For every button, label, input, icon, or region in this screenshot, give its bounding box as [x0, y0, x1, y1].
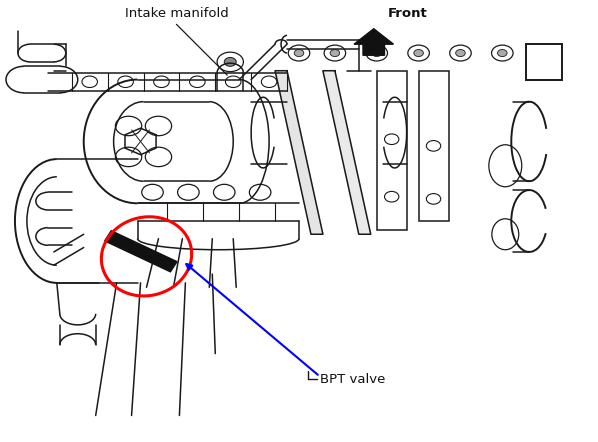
Circle shape: [294, 50, 304, 57]
Circle shape: [372, 50, 382, 57]
Polygon shape: [323, 71, 371, 234]
Text: BPT valve: BPT valve: [320, 373, 385, 386]
Bar: [377, 71, 407, 230]
Circle shape: [330, 50, 340, 57]
Bar: [419, 71, 448, 221]
Text: Intake manifold: Intake manifold: [124, 7, 228, 20]
Polygon shape: [275, 71, 323, 234]
Circle shape: [456, 50, 465, 57]
Text: Front: Front: [388, 7, 427, 20]
Circle shape: [224, 57, 236, 66]
Bar: [526, 44, 562, 80]
Circle shape: [498, 50, 507, 57]
Polygon shape: [354, 29, 393, 55]
Circle shape: [414, 50, 423, 57]
Polygon shape: [105, 231, 177, 272]
